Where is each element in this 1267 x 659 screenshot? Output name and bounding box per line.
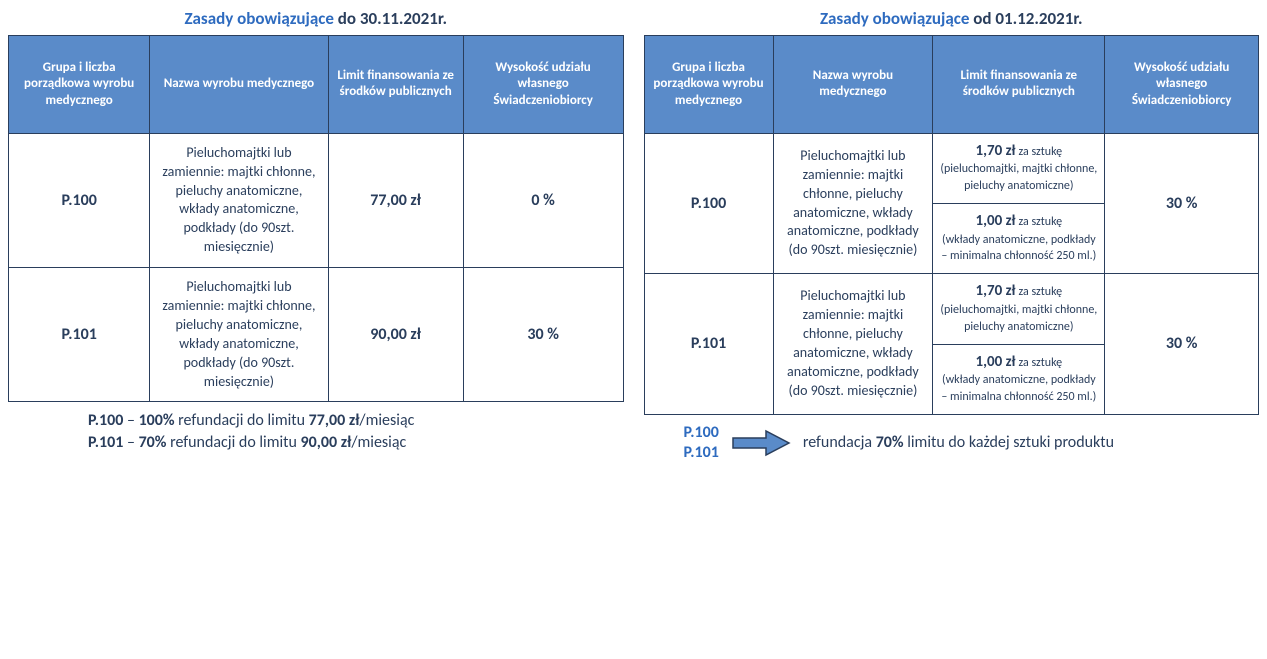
footer-codes: P.100 P.101 — [684, 423, 719, 463]
title-after: Zasady obowiązujące od 01.12.2021r. — [644, 8, 1260, 29]
footer-code: P.100 — [88, 411, 123, 430]
cell-name: Pieluchomajtki lub zamiennie: majtki chł… — [150, 268, 328, 402]
cell-share: 30 % — [463, 268, 623, 402]
footer-pct: 100% — [139, 411, 175, 430]
cell-code: P.100 — [9, 133, 150, 267]
panel-after: Zasady obowiązujące od 01.12.2021r. Grup… — [644, 8, 1260, 463]
table-before: Grupa i liczba porządkowa wyrobu medyczn… — [8, 35, 624, 402]
col-limit: Limit finansowania ze środków publicznyc… — [328, 36, 463, 134]
cell-share: 30 % — [1105, 133, 1259, 274]
table-row: P.100 Pieluchomajtki lub zamiennie: majt… — [9, 133, 624, 267]
footer-after: P.100 P.101 refundacja 70% limitu do każ… — [644, 423, 1260, 463]
cell-limit-a: 1,70 zł za sztukę (pieluchomajtki, majtk… — [933, 133, 1105, 203]
cell-code: P.101 — [644, 274, 773, 415]
footer-pct: 70% — [139, 433, 167, 452]
col-group: Grupa i liczba porządkowa wyrobu medyczn… — [9, 36, 150, 134]
cell-code: P.101 — [9, 268, 150, 402]
cell-share: 0 % — [463, 133, 623, 267]
table-row: P.101 Pieluchomajtki lub zamiennie: majt… — [9, 268, 624, 402]
cell-name: Pieluchomajtki lub zamiennie: majtki chł… — [773, 274, 933, 415]
cell-name: Pieluchomajtki lub zamiennie: majtki chł… — [773, 133, 933, 274]
cell-limit-b: 1,00 zł za sztukę (wkłady anatomiczne, p… — [933, 344, 1105, 414]
arrow-right-icon — [731, 428, 791, 458]
table-row: P.100 Pieluchomajtki lub zamiennie: majt… — [644, 133, 1259, 203]
cell-limit-a: 1,70 zł za sztukę (pieluchomajtki, majtk… — [933, 274, 1105, 344]
table-row: P.101 Pieluchomajtki lub zamiennie: majt… — [644, 274, 1259, 344]
col-share: Wysokość udziału własnego Świadczeniobio… — [1105, 36, 1259, 134]
footer-text: refundacja 70% limitu do każdej sztuki p… — [803, 433, 1114, 452]
title-prefix: Zasady obowiązujące — [185, 8, 334, 29]
footer-before: P.100 – 100% refundacji do limitu 77,00 … — [8, 410, 624, 453]
title-before: Zasady obowiązujące do 30.11.2021r. — [8, 8, 624, 29]
footer-amount: 90,00 zł — [301, 433, 352, 452]
col-share: Wysokość udziału własnego Świadczeniobio… — [463, 36, 623, 134]
col-name: Nazwa wyrobu medycznego — [150, 36, 328, 134]
cell-name: Pieluchomajtki lub zamiennie: majtki chł… — [150, 133, 328, 267]
table-after: Grupa i liczba porządkowa wyrobu medyczn… — [644, 35, 1260, 415]
header-row: Grupa i liczba porządkowa wyrobu medyczn… — [9, 36, 624, 134]
footer-line-1: P.100 – 100% refundacji do limitu 77,00 … — [88, 410, 624, 432]
col-name: Nazwa wyrobu medycznego — [773, 36, 933, 134]
cell-share: 30 % — [1105, 274, 1259, 415]
title-suffix: od 01.12.2021r. — [973, 8, 1082, 29]
comparison-wrapper: Zasady obowiązujące do 30.11.2021r. Grup… — [8, 8, 1259, 463]
cell-limit: 90,00 zł — [328, 268, 463, 402]
title-prefix: Zasady obowiązujące — [820, 8, 969, 29]
footer-line-2: P.101 – 70% refundacji do limitu 90,00 z… — [88, 432, 624, 454]
cell-code: P.100 — [644, 133, 773, 274]
title-suffix: do 30.11.2021r. — [338, 8, 447, 29]
cell-limit-b: 1,00 zł za sztukę (wkłady anatomiczne, p… — [933, 204, 1105, 274]
cell-limit: 77,00 zł — [328, 133, 463, 267]
col-limit: Limit finansowania ze środków publicznyc… — [933, 36, 1105, 134]
panel-before: Zasady obowiązujące do 30.11.2021r. Grup… — [8, 8, 624, 463]
header-row: Grupa i liczba porządkowa wyrobu medyczn… — [644, 36, 1259, 134]
footer-code: P.101 — [88, 433, 123, 452]
footer-amount: 77,00 zł — [309, 411, 360, 430]
col-group: Grupa i liczba porządkowa wyrobu medyczn… — [644, 36, 773, 134]
